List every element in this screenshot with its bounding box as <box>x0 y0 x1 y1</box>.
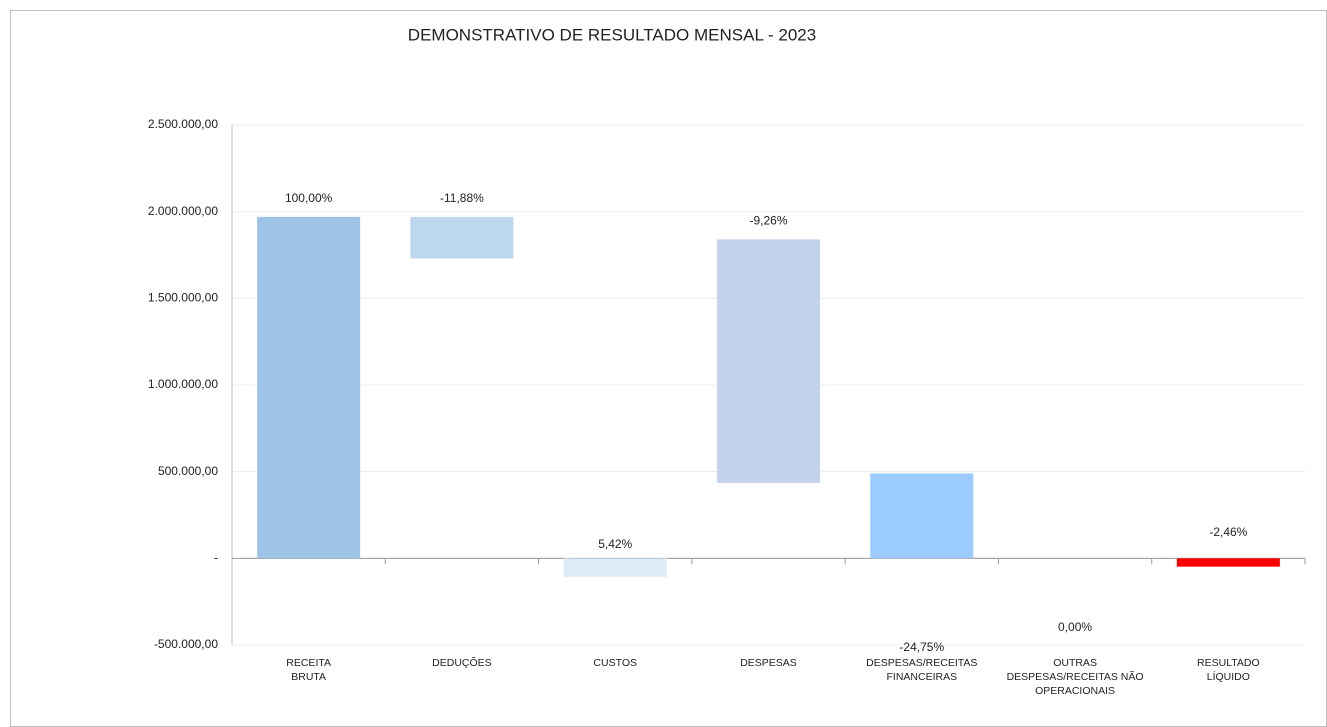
data-label: -2,46% <box>1209 525 1247 539</box>
chart-title: DEMONSTRATIVO DE RESULTADO MENSAL - 2023 <box>408 25 816 44</box>
y-tick-label: 1.000.000,00 <box>148 377 218 391</box>
data-label: 100,00% <box>285 191 333 205</box>
data-label: -11,88% <box>440 191 484 205</box>
bar <box>717 239 820 483</box>
bar <box>870 473 974 559</box>
data-label: -9,26% <box>749 214 787 228</box>
data-label: -24,75% <box>899 640 944 654</box>
data-label: 5,42% <box>598 537 632 551</box>
x-tick-label: RESULTADO LÍQUIDO <box>1197 657 1260 683</box>
x-tick-label: OUTRAS DESPESAS/RECEITAS NÃO OPERACIONAIS <box>1007 657 1144 697</box>
data-label: 0,00% <box>1058 620 1092 634</box>
y-tick-label: 2.500.000,00 <box>148 117 218 131</box>
bar <box>563 558 667 577</box>
y-tick-label: 2.000.000,00 <box>148 204 218 218</box>
x-tick-label: DESPESAS <box>740 657 797 669</box>
y-tick-label: 500.000,00 <box>158 464 218 478</box>
x-tick-label: RECEITA BRUTA <box>286 657 331 683</box>
y-tick-label: -500.000,00 <box>154 637 218 651</box>
x-tick-label: DESPESAS/RECEITAS FINANCEIRAS <box>866 657 977 683</box>
y-tick-label: 1.500.000,00 <box>148 291 218 305</box>
x-tick-label: DEDUÇÕES <box>432 656 492 669</box>
bar <box>410 216 514 259</box>
bar <box>257 216 361 559</box>
bar <box>1176 558 1280 567</box>
x-tick-label: CUSTOS <box>593 657 637 669</box>
y-tick-label: - <box>214 551 218 565</box>
